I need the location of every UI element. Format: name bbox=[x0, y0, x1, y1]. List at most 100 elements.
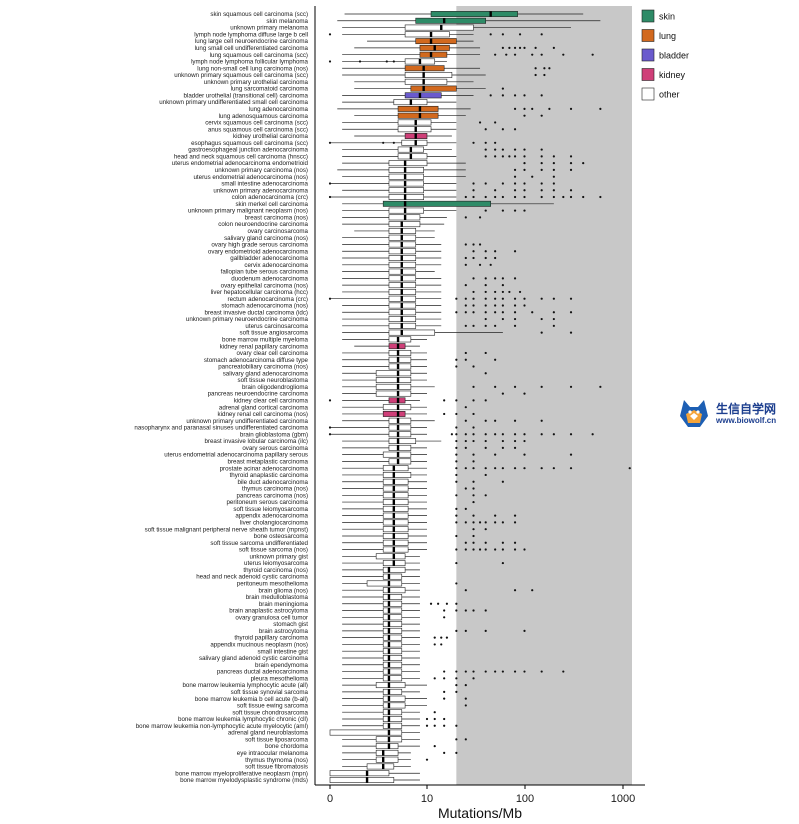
box bbox=[375, 553, 406, 560]
outlier-point bbox=[540, 155, 543, 158]
box bbox=[388, 173, 424, 180]
category-label: soft tissue liposarcoma bbox=[245, 736, 308, 743]
box bbox=[388, 166, 424, 173]
outlier-point bbox=[484, 290, 487, 294]
outlier-point bbox=[523, 189, 526, 192]
outlier-point bbox=[569, 385, 573, 388]
x-tick-label: 1000 bbox=[611, 793, 635, 805]
outlier-point bbox=[464, 297, 467, 300]
category-label: lung small cell undifferentiated carcino… bbox=[195, 45, 309, 52]
outlier-point bbox=[455, 433, 458, 436]
outlier-point bbox=[443, 717, 446, 721]
outlier-point bbox=[523, 168, 526, 172]
category-label: unknown primary carcinoma (nos) bbox=[215, 167, 308, 174]
outlier-point bbox=[484, 284, 487, 287]
box bbox=[388, 336, 412, 343]
outlier-point bbox=[484, 670, 487, 673]
box bbox=[382, 716, 403, 722]
outlier-point bbox=[569, 195, 573, 199]
outlier-point bbox=[494, 155, 497, 158]
outlier-point bbox=[464, 446, 467, 449]
outlier-point bbox=[443, 609, 446, 612]
outlier-point bbox=[484, 521, 487, 524]
category-label: thyroid carcinoma (nos) bbox=[243, 567, 308, 574]
box bbox=[382, 492, 409, 499]
outlier-point bbox=[484, 277, 487, 280]
outlier-point bbox=[494, 385, 497, 388]
outlier-point bbox=[484, 473, 487, 477]
category-label: unknown primary urothelial carcinoma bbox=[204, 79, 309, 86]
outlier-point bbox=[472, 426, 475, 429]
category-label: ovary high grade serous carcinoma bbox=[211, 242, 308, 249]
category-label: stomach adenocarcinoma (nos) bbox=[221, 303, 308, 310]
box bbox=[382, 655, 403, 661]
outlier-point bbox=[489, 94, 492, 97]
box bbox=[382, 641, 403, 648]
box bbox=[382, 634, 403, 641]
box bbox=[388, 417, 412, 424]
outlier-point bbox=[494, 311, 497, 314]
outlier-point bbox=[494, 324, 497, 327]
category-label: bone osteosarcoma bbox=[254, 533, 309, 540]
box bbox=[382, 621, 403, 628]
category-label: brain astrocytoma bbox=[259, 628, 309, 635]
outlier-point bbox=[433, 677, 436, 680]
category-label: unknown primary adenocarcinoma bbox=[213, 187, 308, 194]
outlier-point bbox=[455, 311, 458, 314]
outlier-point bbox=[455, 561, 458, 565]
category-label: thyroid papillary carcinoma bbox=[234, 635, 308, 642]
outlier-point bbox=[328, 399, 332, 402]
outlier-point bbox=[455, 609, 458, 612]
outlier-point bbox=[518, 290, 522, 294]
category-label: liver hepatocellular carcinoma (hcc) bbox=[211, 289, 308, 296]
box bbox=[382, 573, 403, 580]
outlier-point bbox=[443, 399, 446, 402]
category-label: unknown primary melanoma bbox=[230, 25, 308, 32]
outlier-point bbox=[484, 433, 487, 436]
category-label: breast metaplastic carcinoma bbox=[228, 458, 309, 465]
outlier-point bbox=[569, 433, 573, 436]
outlier-point bbox=[472, 494, 475, 497]
box bbox=[382, 512, 409, 519]
outlier-point bbox=[429, 602, 433, 605]
outlier-point bbox=[455, 358, 458, 361]
box bbox=[382, 499, 409, 506]
outlier-point bbox=[513, 548, 517, 551]
outlier-point bbox=[450, 433, 453, 436]
outlier-point bbox=[501, 290, 504, 294]
category-label: eye intraocular melanoma bbox=[237, 750, 309, 757]
outlier-point bbox=[513, 541, 517, 544]
box bbox=[366, 763, 395, 770]
box bbox=[388, 438, 417, 445]
outlier-point bbox=[484, 256, 487, 260]
category-label: lung adenocarcinoma bbox=[249, 106, 309, 113]
box bbox=[382, 668, 403, 675]
outlier-point bbox=[437, 602, 440, 605]
box bbox=[375, 377, 412, 383]
category-label: brain meningioma bbox=[259, 601, 309, 608]
box bbox=[375, 383, 412, 390]
outlier-point bbox=[494, 256, 497, 260]
outlier-point bbox=[464, 541, 467, 544]
outlier-point bbox=[464, 256, 467, 260]
outlier-point bbox=[523, 182, 526, 185]
category-label: brain ependymoma bbox=[255, 662, 309, 669]
outlier-point bbox=[501, 541, 504, 544]
outlier-point bbox=[478, 121, 482, 124]
outlier-point bbox=[513, 419, 517, 422]
outlier-point bbox=[501, 670, 504, 673]
outlier-point bbox=[540, 467, 543, 470]
category-label: thyroid anaplastic carcinoma bbox=[230, 472, 309, 479]
outlier-point bbox=[501, 46, 504, 49]
box bbox=[382, 465, 409, 472]
box bbox=[388, 363, 412, 370]
outlier-point bbox=[562, 53, 565, 56]
category-label: lung large cell neuroendocrine carcinoma bbox=[195, 38, 309, 45]
outlier-point bbox=[501, 182, 504, 185]
box bbox=[388, 424, 412, 431]
outlier-point bbox=[484, 419, 487, 422]
outlier-point bbox=[433, 717, 436, 721]
box bbox=[375, 390, 412, 397]
outlier-point bbox=[464, 507, 467, 510]
box bbox=[404, 78, 448, 85]
